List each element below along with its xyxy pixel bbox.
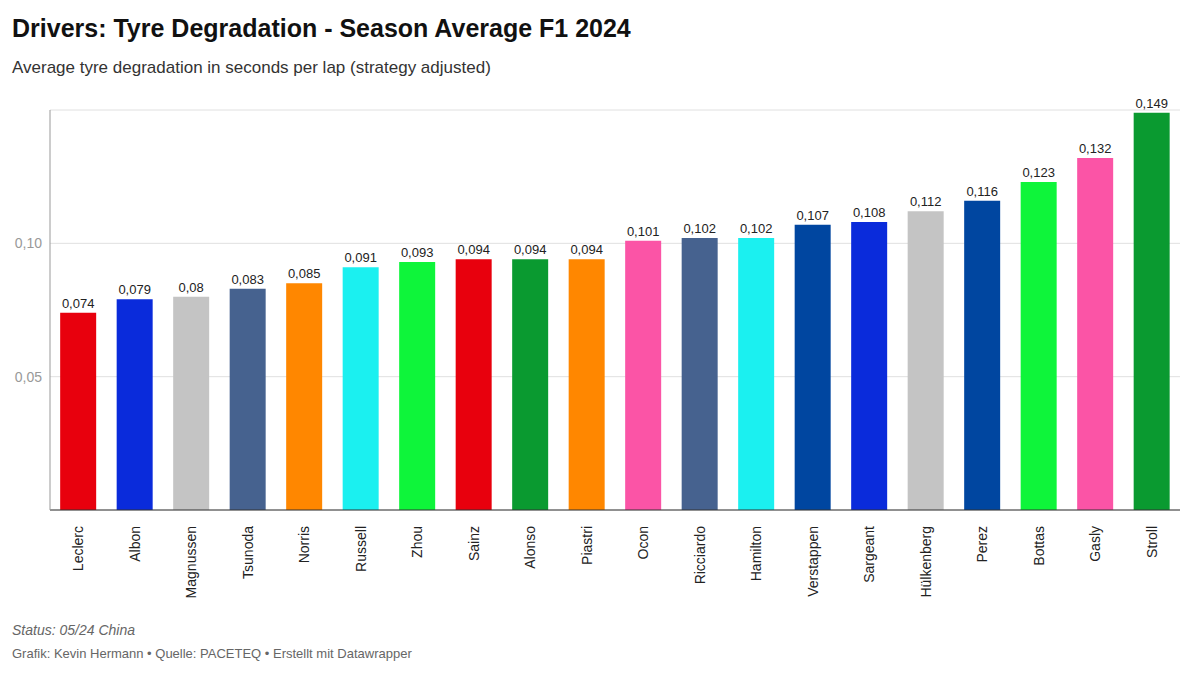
svg-text:0,094: 0,094: [514, 242, 547, 257]
svg-text:0,132: 0,132: [1079, 141, 1112, 156]
svg-text:0,102: 0,102: [683, 221, 716, 236]
html-text:Grafik: Kevin Hermann • Quelle: Grafik: Kevin Hermann • Quelle: PACETEQ …: [12, 646, 412, 661]
svg-text:0,112: 0,112: [910, 194, 942, 209]
svg-text:0,085: 0,085: [288, 266, 321, 281]
svg-text:Stroll: Stroll: [1144, 526, 1160, 558]
svg-text:Piastri: Piastri: [579, 526, 595, 565]
svg-text:Perez: Perez: [974, 526, 990, 563]
svg-text:0,116: 0,116: [966, 184, 998, 199]
svg-text:Russell: Russell: [353, 526, 369, 572]
svg-text:Bottas: Bottas: [1031, 526, 1047, 566]
svg-text:0,094: 0,094: [570, 242, 603, 257]
svg-text:Verstappen: Verstappen: [805, 526, 821, 597]
svg-text:0,091: 0,091: [344, 250, 377, 265]
svg-text:0,079: 0,079: [118, 282, 151, 297]
svg-text:0,10: 0,10: [15, 235, 42, 251]
svg-text:0,08: 0,08: [179, 280, 204, 295]
svg-text:Sainz: Sainz: [466, 526, 482, 561]
html-text:Status: 05/24 China: Status: 05/24 China: [12, 622, 135, 638]
svg-text:Ricciardo: Ricciardo: [692, 526, 708, 585]
svg-text:Magnussen: Magnussen: [183, 526, 199, 598]
svg-text:Norris: Norris: [296, 526, 312, 563]
svg-text:Sargeant: Sargeant: [861, 526, 877, 583]
svg-text:Ocon: Ocon: [635, 526, 651, 559]
svg-text:Zhou: Zhou: [409, 526, 425, 558]
svg-text:0,083: 0,083: [231, 272, 264, 287]
svg-text:Leclerc: Leclerc: [70, 526, 86, 571]
svg-text:0,094: 0,094: [457, 242, 490, 257]
html-text:Average tyre degradation in se: Average tyre degradation in seconds per …: [12, 58, 491, 77]
svg-text:0,107: 0,107: [796, 208, 829, 223]
svg-text:0,102: 0,102: [740, 221, 773, 236]
svg-text:Tsunoda: Tsunoda: [240, 526, 256, 579]
svg-text:0,074: 0,074: [62, 296, 95, 311]
svg-text:Gasly: Gasly: [1087, 526, 1103, 562]
svg-text:0,123: 0,123: [1022, 165, 1055, 180]
svg-text:Hamilton: Hamilton: [748, 526, 764, 581]
svg-text:0,093: 0,093: [401, 245, 434, 260]
svg-text:0,05: 0,05: [15, 369, 42, 385]
svg-text:0,101: 0,101: [627, 224, 660, 239]
html-text:Drivers: Tyre Degradation - Se: Drivers: Tyre Degradation - Season Avera…: [12, 14, 631, 42]
svg-text:0,149: 0,149: [1135, 96, 1168, 111]
svg-text:Albon: Albon: [127, 526, 143, 562]
svg-text:Hülkenberg: Hülkenberg: [918, 526, 934, 598]
svg-text:Alonso: Alonso: [522, 526, 538, 569]
svg-text:0,108: 0,108: [853, 205, 886, 220]
